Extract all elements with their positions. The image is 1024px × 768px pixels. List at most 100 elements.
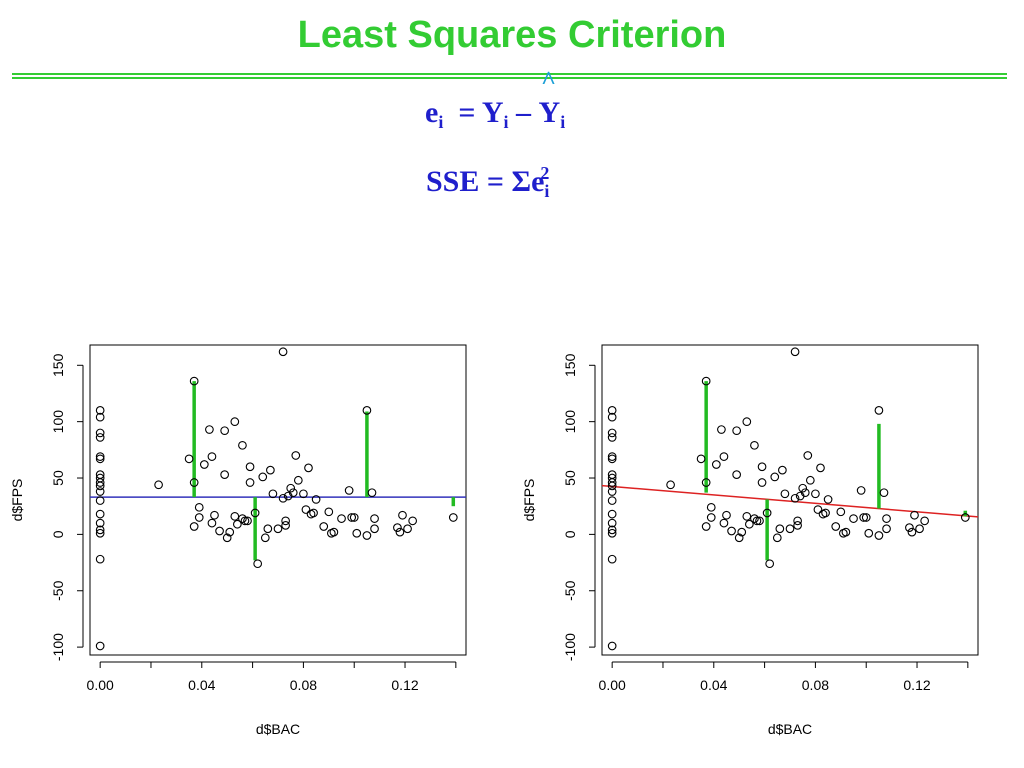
data-point xyxy=(311,495,321,504)
y-tick-label: 150 xyxy=(562,353,578,377)
data-point xyxy=(742,511,752,521)
observed-subscript: i xyxy=(503,112,509,132)
data-point xyxy=(240,516,250,526)
data-point xyxy=(757,462,767,472)
data-point xyxy=(220,470,229,479)
data-point xyxy=(915,524,924,534)
data-point xyxy=(856,486,866,495)
data-point xyxy=(732,470,741,479)
y-tick-label: 150 xyxy=(50,353,66,377)
data-point xyxy=(803,451,813,460)
data-point xyxy=(757,478,767,487)
title-rule-top xyxy=(12,73,1007,75)
x-tick-label: 0.04 xyxy=(700,677,727,693)
y-tick-label: -50 xyxy=(50,580,66,600)
data-point xyxy=(607,412,617,422)
data-point xyxy=(750,514,759,523)
data-point xyxy=(805,475,815,485)
data-point xyxy=(233,519,242,529)
data-point xyxy=(245,478,255,487)
data-point xyxy=(750,440,759,450)
data-point xyxy=(263,524,273,534)
data-point xyxy=(745,519,754,529)
y-axis-label: d$FPS xyxy=(521,479,537,522)
data-point xyxy=(701,478,711,487)
scatter-chart-mean-fit: 0.00 0.04 0.08 0.12 -100 -50 0 50 100 150 d$BAC d$F… xyxy=(9,344,467,737)
data-point xyxy=(752,516,762,526)
data-point xyxy=(717,425,726,434)
predicted-subscript: i xyxy=(560,112,566,132)
data-point xyxy=(194,502,204,512)
data-point xyxy=(742,417,752,427)
data-point xyxy=(607,496,617,505)
y-tick-label: -100 xyxy=(562,633,578,661)
data-point xyxy=(727,526,736,536)
data-point xyxy=(207,452,217,461)
data-point xyxy=(879,488,889,498)
data-point xyxy=(772,533,782,543)
data-point xyxy=(370,524,379,534)
data-point xyxy=(250,508,260,518)
data-point xyxy=(95,525,105,535)
data-point xyxy=(706,513,716,522)
data-point xyxy=(960,513,970,522)
data-point xyxy=(790,347,800,357)
data-point xyxy=(344,486,354,495)
data-point xyxy=(95,481,105,491)
data-point xyxy=(775,524,785,534)
data-point xyxy=(352,528,362,538)
data-point xyxy=(607,481,617,491)
data-point xyxy=(281,521,290,530)
data-point xyxy=(253,559,263,569)
data-point xyxy=(293,475,303,485)
data-point xyxy=(349,513,359,522)
data-point xyxy=(607,478,617,487)
data-point xyxy=(607,406,617,415)
data-point xyxy=(800,488,810,498)
sse-subscript: i xyxy=(544,181,550,201)
x-tick-label: 0.00 xyxy=(87,677,114,693)
data-point xyxy=(882,524,891,534)
data-point xyxy=(607,518,617,528)
data-point xyxy=(238,514,247,523)
data-point xyxy=(225,527,235,537)
data-point xyxy=(215,526,224,536)
data-point xyxy=(329,527,339,537)
data-point xyxy=(607,428,617,438)
data-point xyxy=(95,641,105,651)
data-point xyxy=(286,483,296,493)
data-point xyxy=(395,527,405,537)
data-point xyxy=(370,514,379,523)
data-point xyxy=(210,510,219,520)
data-point xyxy=(448,513,458,522)
data-point xyxy=(696,454,706,464)
data-point xyxy=(734,533,744,543)
data-point xyxy=(95,528,105,538)
scatter-chart-regression-fit: 0.00 0.04 0.08 0.12 -100 -50 0 50 100 150 d$BAC d$F… xyxy=(521,344,979,737)
data-point xyxy=(95,412,105,422)
data-point xyxy=(793,521,802,530)
y-tick-label: -50 xyxy=(562,580,578,600)
hat-symbol: ^ xyxy=(540,66,557,95)
data-point xyxy=(207,518,217,528)
data-point xyxy=(337,514,346,523)
data-point xyxy=(362,531,372,540)
data-point xyxy=(732,426,741,436)
data-point xyxy=(755,516,764,526)
data-point xyxy=(920,516,929,526)
data-point xyxy=(95,487,105,496)
data-point xyxy=(309,508,318,518)
data-point xyxy=(785,524,795,534)
data-point xyxy=(910,510,919,520)
data-point xyxy=(95,454,105,464)
title-rule-bottom xyxy=(12,77,1007,79)
data-point xyxy=(762,508,772,518)
data-point xyxy=(823,495,833,504)
data-point xyxy=(780,489,790,499)
data-point xyxy=(607,454,617,464)
data-point xyxy=(607,487,617,496)
y-tick-label: -100 xyxy=(50,633,66,661)
data-point xyxy=(189,376,199,386)
data-point xyxy=(816,463,825,473)
x-axis-label: d$BAC xyxy=(768,721,812,737)
